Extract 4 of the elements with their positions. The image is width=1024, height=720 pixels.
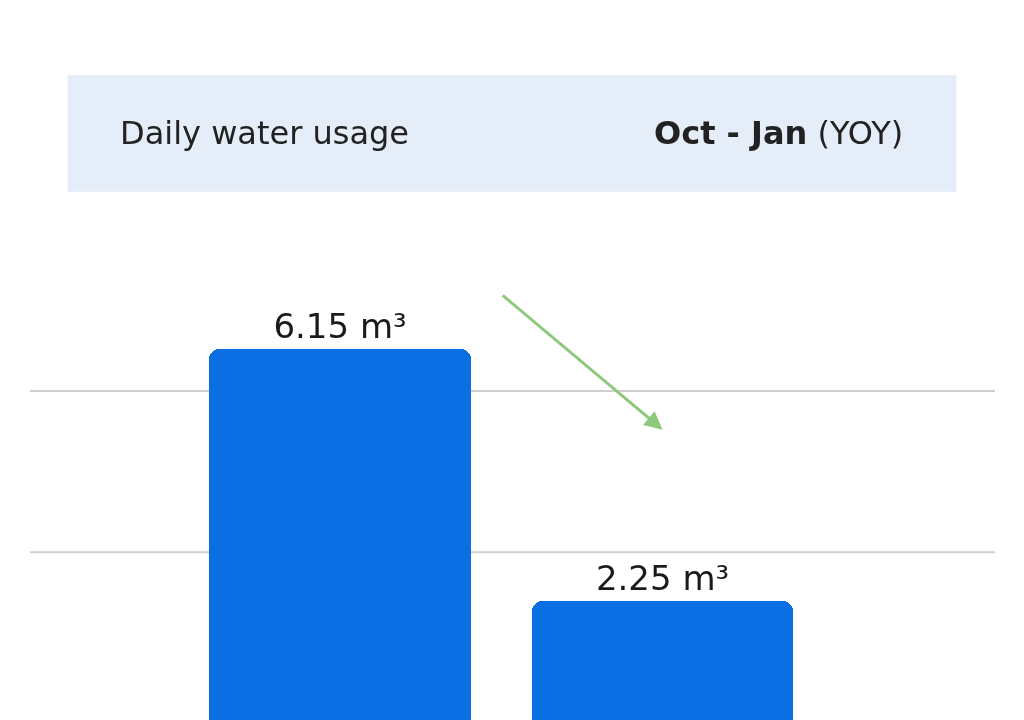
- data-label: 2.25 m³: [595, 558, 730, 598]
- chart-subtitle: Oct - Jan (YOY): [654, 114, 904, 152]
- data-label: 6.15 m³: [273, 306, 407, 346]
- chart-title: Daily water usage: [120, 114, 410, 152]
